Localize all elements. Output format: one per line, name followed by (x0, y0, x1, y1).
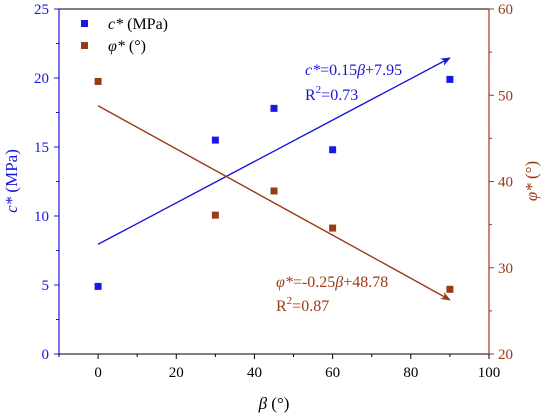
data-point-c (329, 146, 337, 154)
data-point-phi (211, 211, 219, 219)
text-part: =0.15 (320, 62, 357, 79)
x-tick-label: 60 (325, 365, 340, 381)
fit-line-c (97, 57, 451, 245)
left-tick-label: 10 (34, 209, 49, 225)
text-part: (MPa) (2, 149, 21, 197)
text-part: φ* (276, 274, 293, 291)
r2-value: =0.87 (292, 298, 329, 315)
text-part: (°) (522, 161, 541, 183)
x-tick-label: 20 (169, 365, 184, 381)
r2-value: =0.73 (321, 87, 358, 104)
right-tick-label: 40 (498, 175, 513, 191)
x-tick-label: 100 (478, 365, 501, 381)
fit-r2-c: R2=0.73 (305, 84, 358, 104)
text-part: φ* (522, 183, 541, 201)
legend-label: φ* (°) (108, 38, 146, 55)
data-point-phi (94, 77, 102, 85)
text-part: c* (108, 16, 123, 33)
data-point-phi (446, 285, 454, 293)
text-part: (°) (267, 394, 289, 413)
right-tick-label: 30 (498, 261, 513, 277)
text-part: β (334, 274, 343, 291)
right-axis-ticks: 20 30 40 50 60 (489, 2, 513, 363)
r2-superscript: 2 (316, 84, 322, 96)
r2-superscript: 2 (287, 295, 293, 307)
data-point-c (270, 104, 278, 112)
r2-prefix: R (276, 298, 287, 315)
left-axis-ticks: 0 5 10 15 20 25 (34, 2, 59, 363)
data-point-phi (329, 224, 337, 232)
legend-marker (81, 20, 88, 27)
left-tick-label: 5 (42, 278, 50, 294)
legend: c* (MPa) φ* (°) (81, 16, 168, 55)
x-tick-label: 40 (247, 365, 262, 381)
data-point-c (94, 282, 102, 290)
left-tick-label: 0 (42, 347, 50, 363)
text-part: φ* (108, 38, 125, 55)
text-part: (°) (125, 38, 146, 55)
x-tick-label: 0 (94, 365, 102, 381)
left-tick-label: 20 (34, 71, 49, 87)
fit-r2-phi: R2=0.87 (276, 295, 329, 315)
data-point-c (446, 75, 454, 83)
right-tick-label: 60 (498, 2, 513, 18)
text-part: c* (305, 62, 320, 79)
left-tick-label: 15 (34, 140, 49, 156)
fit-equation-phi: φ*=-0.25β+48.78 (276, 274, 388, 291)
data-point-c (211, 136, 219, 144)
fit-equation-c: c*=0.15β+7.95 (305, 62, 402, 79)
text-part: +48.78 (343, 274, 388, 291)
fit-lines (97, 57, 451, 301)
text-part: (MPa) (123, 16, 168, 33)
right-tick-label: 20 (498, 347, 513, 363)
legend-label: c* (MPa) (108, 16, 168, 33)
right-tick-label: 50 (498, 88, 513, 104)
x-tick-label: 80 (403, 365, 418, 381)
text-part: β (356, 62, 365, 79)
text-part: c* (2, 196, 21, 213)
text-part: =-0.25 (293, 274, 335, 291)
x-axis-title: β (°) (258, 394, 290, 413)
data-points (94, 75, 454, 293)
plot-frame (58, 8, 490, 355)
data-point-phi (270, 187, 278, 195)
x-axis-ticks: 0 20 40 60 80 100 (58, 354, 501, 381)
right-axis-title: φ* (°) (522, 161, 541, 201)
left-axis-title: c* (MPa) (2, 149, 21, 213)
legend-marker (81, 42, 88, 49)
r2-prefix: R (305, 87, 316, 104)
left-tick-label: 25 (34, 2, 49, 18)
text-part: +7.95 (365, 62, 402, 79)
text-part: β (258, 394, 268, 413)
fit-line-phi (97, 105, 451, 301)
